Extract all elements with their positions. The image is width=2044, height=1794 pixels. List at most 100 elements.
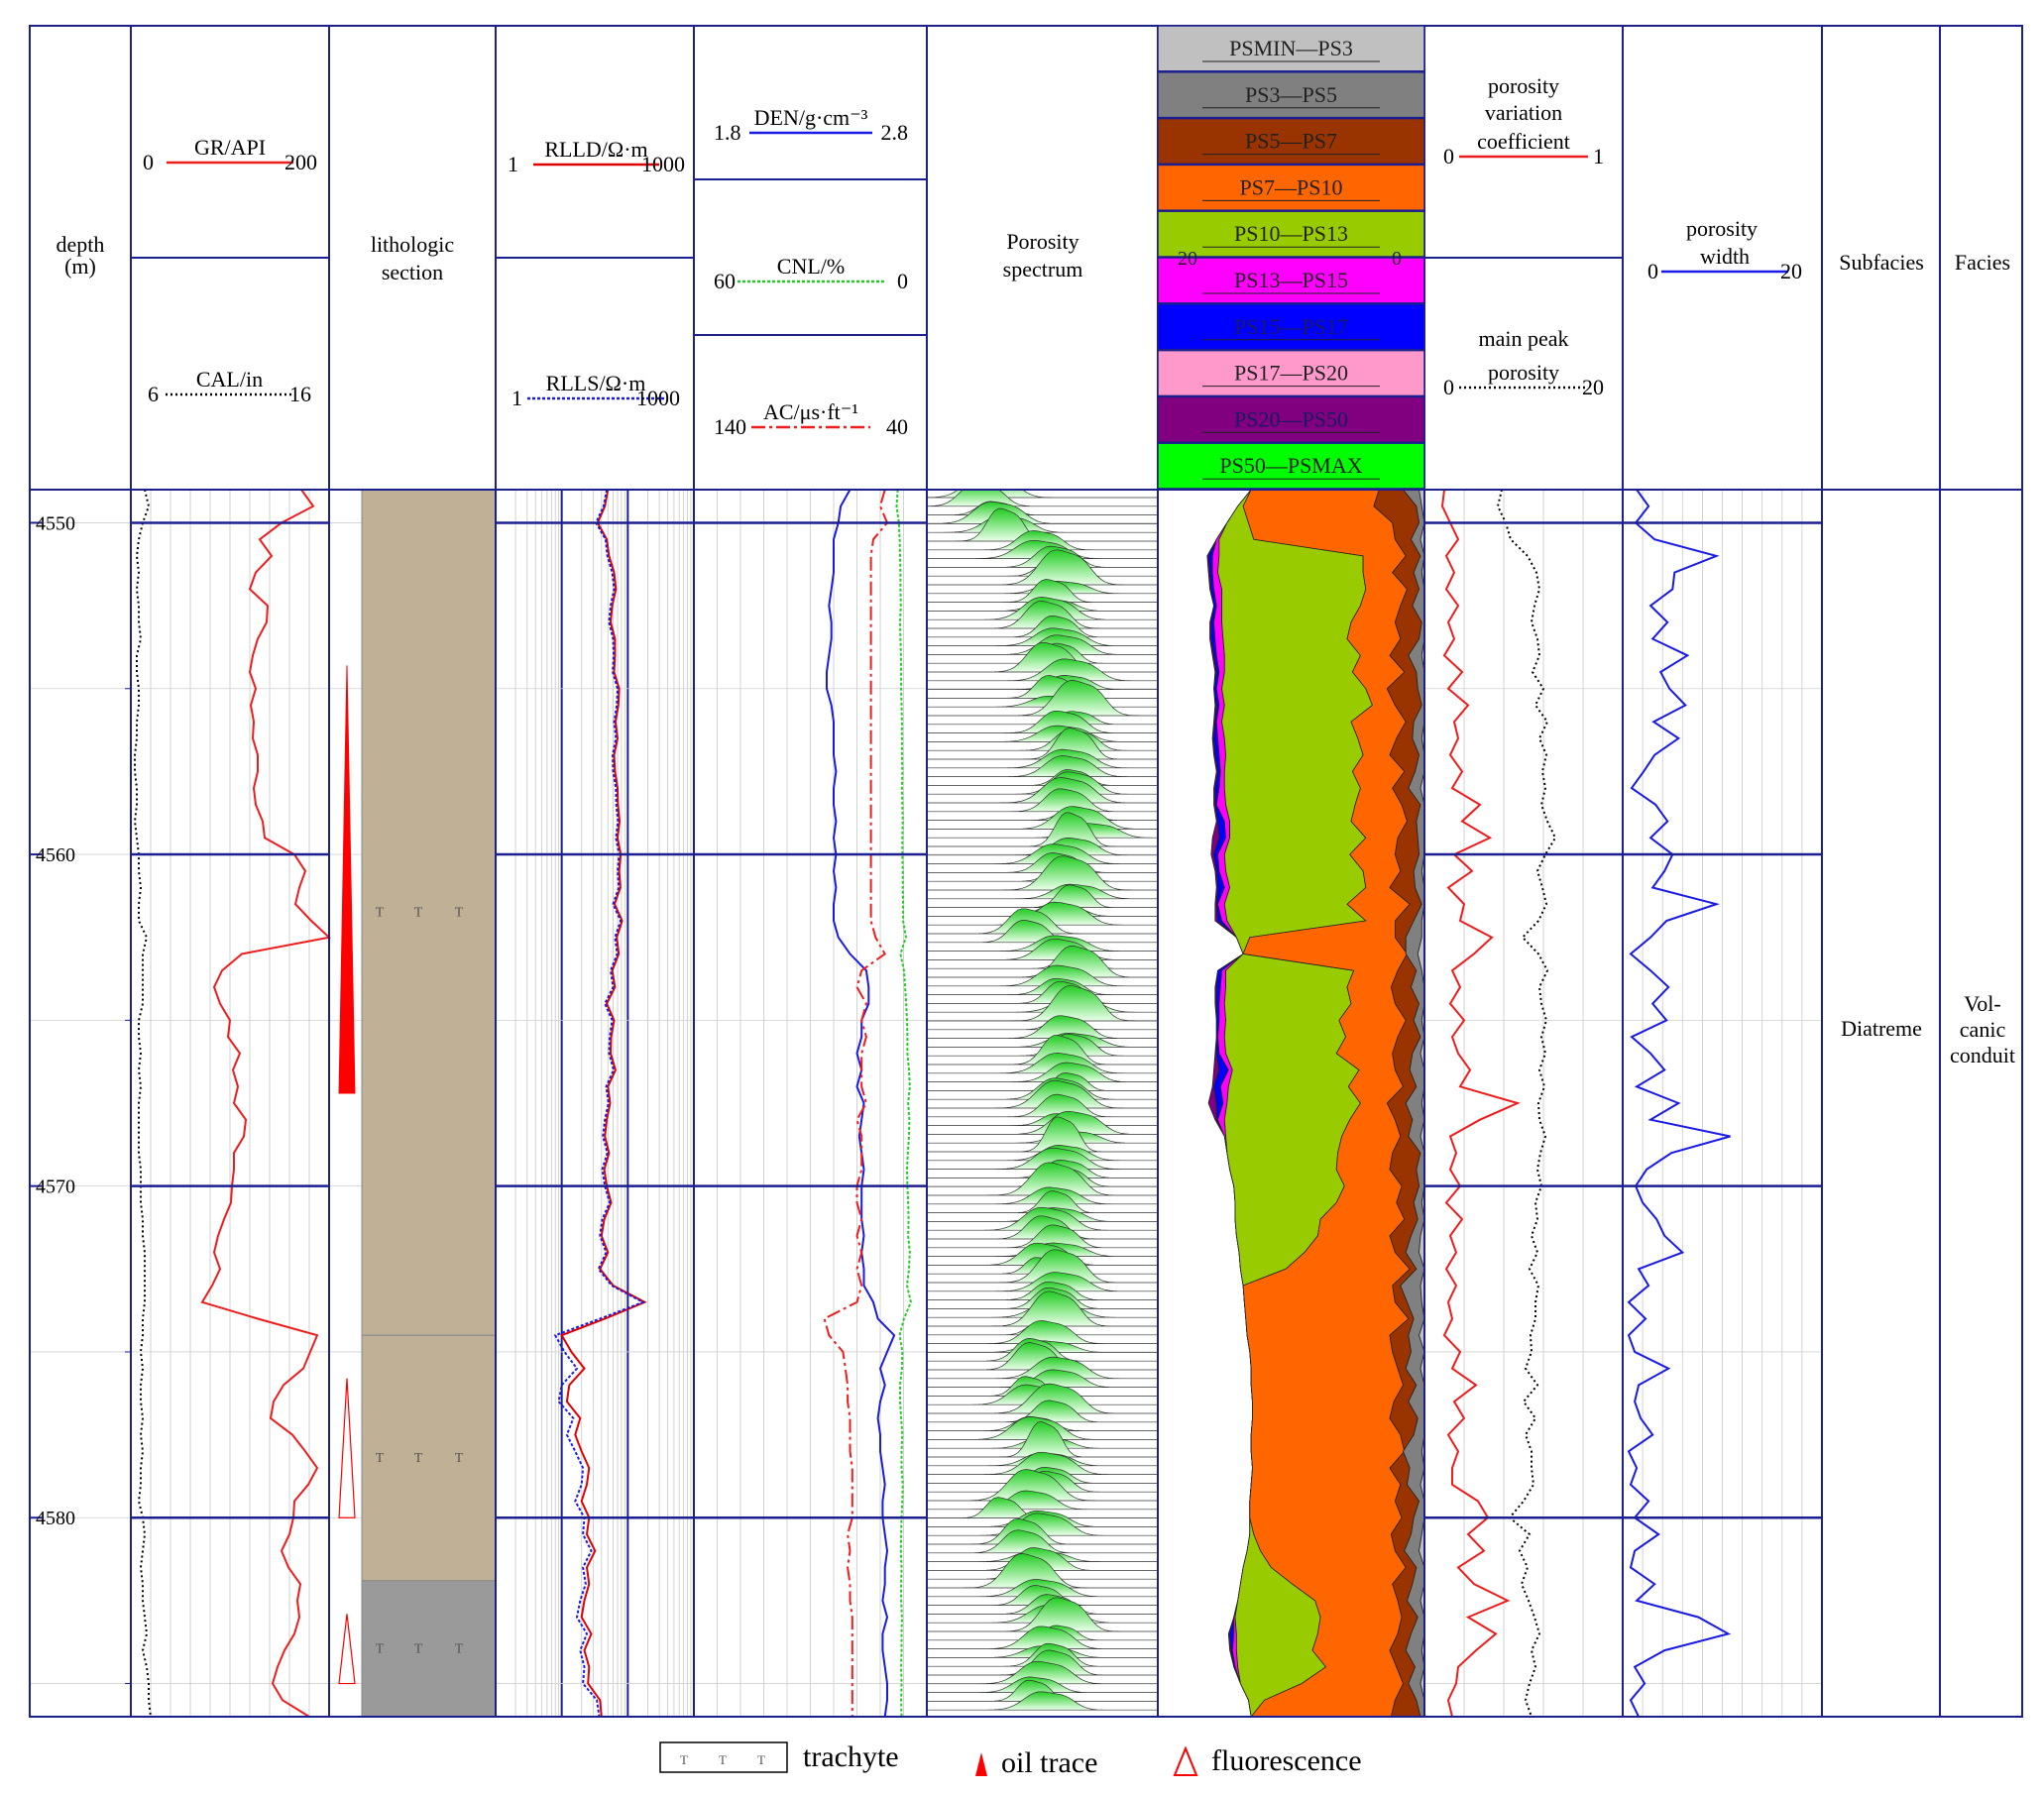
spectrum-trace: [927, 788, 1158, 813]
spectrum-trace: [927, 1469, 1158, 1502]
porosity-width-curve: [1627, 490, 1732, 1717]
trachyte-symbol: T: [414, 1641, 423, 1656]
spectrum-trace: [927, 919, 1158, 944]
spectrum-trace: [927, 806, 1158, 830]
spectrum-trace: [927, 549, 1158, 586]
porosity-spectrum-track: [926, 490, 1158, 1711]
ps-legend-label: PS13—PS15: [1234, 268, 1348, 292]
spectrum-trace: [927, 545, 1158, 568]
porosity-spectrum-header: Porosity: [1006, 229, 1079, 254]
spectrum-trace: [927, 950, 1158, 969]
trachyte-legend-label: trachyte: [803, 1740, 899, 1773]
spectrum-trace: [927, 984, 1158, 1022]
spectrum-trace: [927, 1356, 1158, 1380]
spectrum-trace: [927, 1272, 1158, 1292]
spectrum-trace: [927, 1490, 1158, 1511]
porosity-spectrum-header: spectrum: [1003, 257, 1083, 281]
outer-border: [29, 25, 2023, 1718]
spectrum-trace: [927, 1342, 1158, 1371]
spectrum-trace: [927, 1035, 1158, 1065]
spectrum-trace: [927, 1224, 1158, 1249]
rlls-curve: [553, 490, 646, 1717]
facies-value: conduit: [1950, 1043, 2015, 1067]
oil-trace-legend-icon: [975, 1752, 987, 1776]
ps-legend-box: [1157, 117, 1425, 166]
gr-max: 200: [284, 150, 317, 174]
rlld-label: RLLD/Ω·m: [544, 137, 647, 162]
spectrum-trace: [927, 641, 1158, 673]
trachyte-symbol: T: [455, 1451, 464, 1466]
lithology-layer: [361, 1580, 497, 1718]
spectrum-trace: [927, 729, 1158, 751]
ps-legend-label: PS15—PS17: [1234, 314, 1348, 339]
spectrum-trace: [927, 515, 1158, 533]
spectrum-trace: [927, 1400, 1158, 1423]
subfacies-value: Diatreme: [1841, 1016, 1922, 1041]
spectrum-trace: [927, 1249, 1158, 1284]
spectrum-trace: [927, 1015, 1158, 1039]
den-label: DEN/g·cm⁻³: [754, 105, 868, 130]
spectrum-trace: [927, 1147, 1158, 1170]
rlls-max: 1000: [636, 386, 680, 410]
cal-max: 16: [289, 382, 311, 406]
spectrum-trace: [927, 843, 1158, 864]
width-label: width: [1700, 244, 1750, 269]
spectrum-trace: [927, 883, 1158, 900]
spectrum-trace: [927, 1113, 1158, 1126]
spectrum-trace: [927, 1383, 1158, 1414]
rlls-label: RLLS/Ω·m: [546, 371, 646, 395]
spectrum-trace: [927, 1053, 1158, 1074]
spectrum-trace: [927, 1547, 1158, 1571]
ps-legend-box: [1157, 71, 1425, 119]
cal-label: CAL/in: [196, 367, 263, 392]
main-peak-label: porosity: [1488, 360, 1559, 385]
ps-legend-box: [1157, 395, 1425, 443]
trachyte-legend-symbol: T: [757, 1752, 765, 1767]
ps-legend-label: PS17—PS20: [1234, 361, 1348, 386]
spectrum-trace: [927, 1421, 1158, 1458]
spectrum-trace: [927, 852, 1158, 873]
spectrum-trace: [927, 501, 1158, 524]
spectrum-trace: [927, 980, 1158, 1004]
ps-legend: PSMIN—PS3 PS3—PS5 PS5—PS7 PS7—PS10 PS10—PS13…: [1157, 25, 1425, 490]
cnl-min: 60: [714, 269, 736, 293]
spectrum-trace: [927, 1369, 1158, 1388]
den-min: 1.8: [714, 120, 741, 145]
trachyte-legend-symbol: T: [680, 1752, 688, 1767]
lithologic-header: section: [382, 260, 443, 284]
spectrum-trace: [927, 777, 1158, 804]
variation-label: coefficient: [1477, 129, 1570, 154]
spectrum-trace: [927, 530, 1158, 551]
spectrum-trace: [927, 1190, 1158, 1213]
trachyte-symbol: T: [376, 1641, 385, 1656]
spectrum-trace: [927, 938, 1158, 960]
gr-min: 0: [143, 150, 154, 174]
spectrum-trace: [927, 658, 1158, 682]
cnl-label: CNL/%: [777, 254, 845, 279]
width-max: 20: [1780, 259, 1802, 283]
fluorescence-mark: [338, 1614, 356, 1685]
variation-max: 1: [1593, 144, 1604, 168]
depth-tick-label: 4560: [36, 844, 75, 866]
spectrum-trace: [927, 1033, 1158, 1048]
den-curve: [826, 490, 896, 1717]
spectrum-trace: [927, 823, 1158, 839]
gr-label: GR/API: [194, 135, 266, 160]
rlld-max: 1000: [641, 152, 685, 176]
trachyte-symbol: T: [455, 906, 464, 921]
spectrum-trace: [927, 1079, 1158, 1109]
spectrum-trace: [927, 725, 1158, 742]
cal-min: 6: [148, 382, 159, 406]
frame: [29, 25, 2023, 1718]
spectrum-trace: [927, 1215, 1158, 1240]
spectrum-trace: [927, 680, 1158, 717]
spectrum-trace: [927, 908, 1158, 935]
log-curves: [133, 490, 1732, 1717]
variation-header: variation: [1485, 100, 1562, 125]
lithology-column: T T T T T T T T T: [361, 489, 497, 1718]
lithologic-header: lithologic: [371, 232, 455, 257]
rlld-min: 1: [508, 152, 518, 176]
trachyte-symbol: T: [414, 1451, 423, 1466]
den-max: 2.8: [881, 120, 909, 145]
